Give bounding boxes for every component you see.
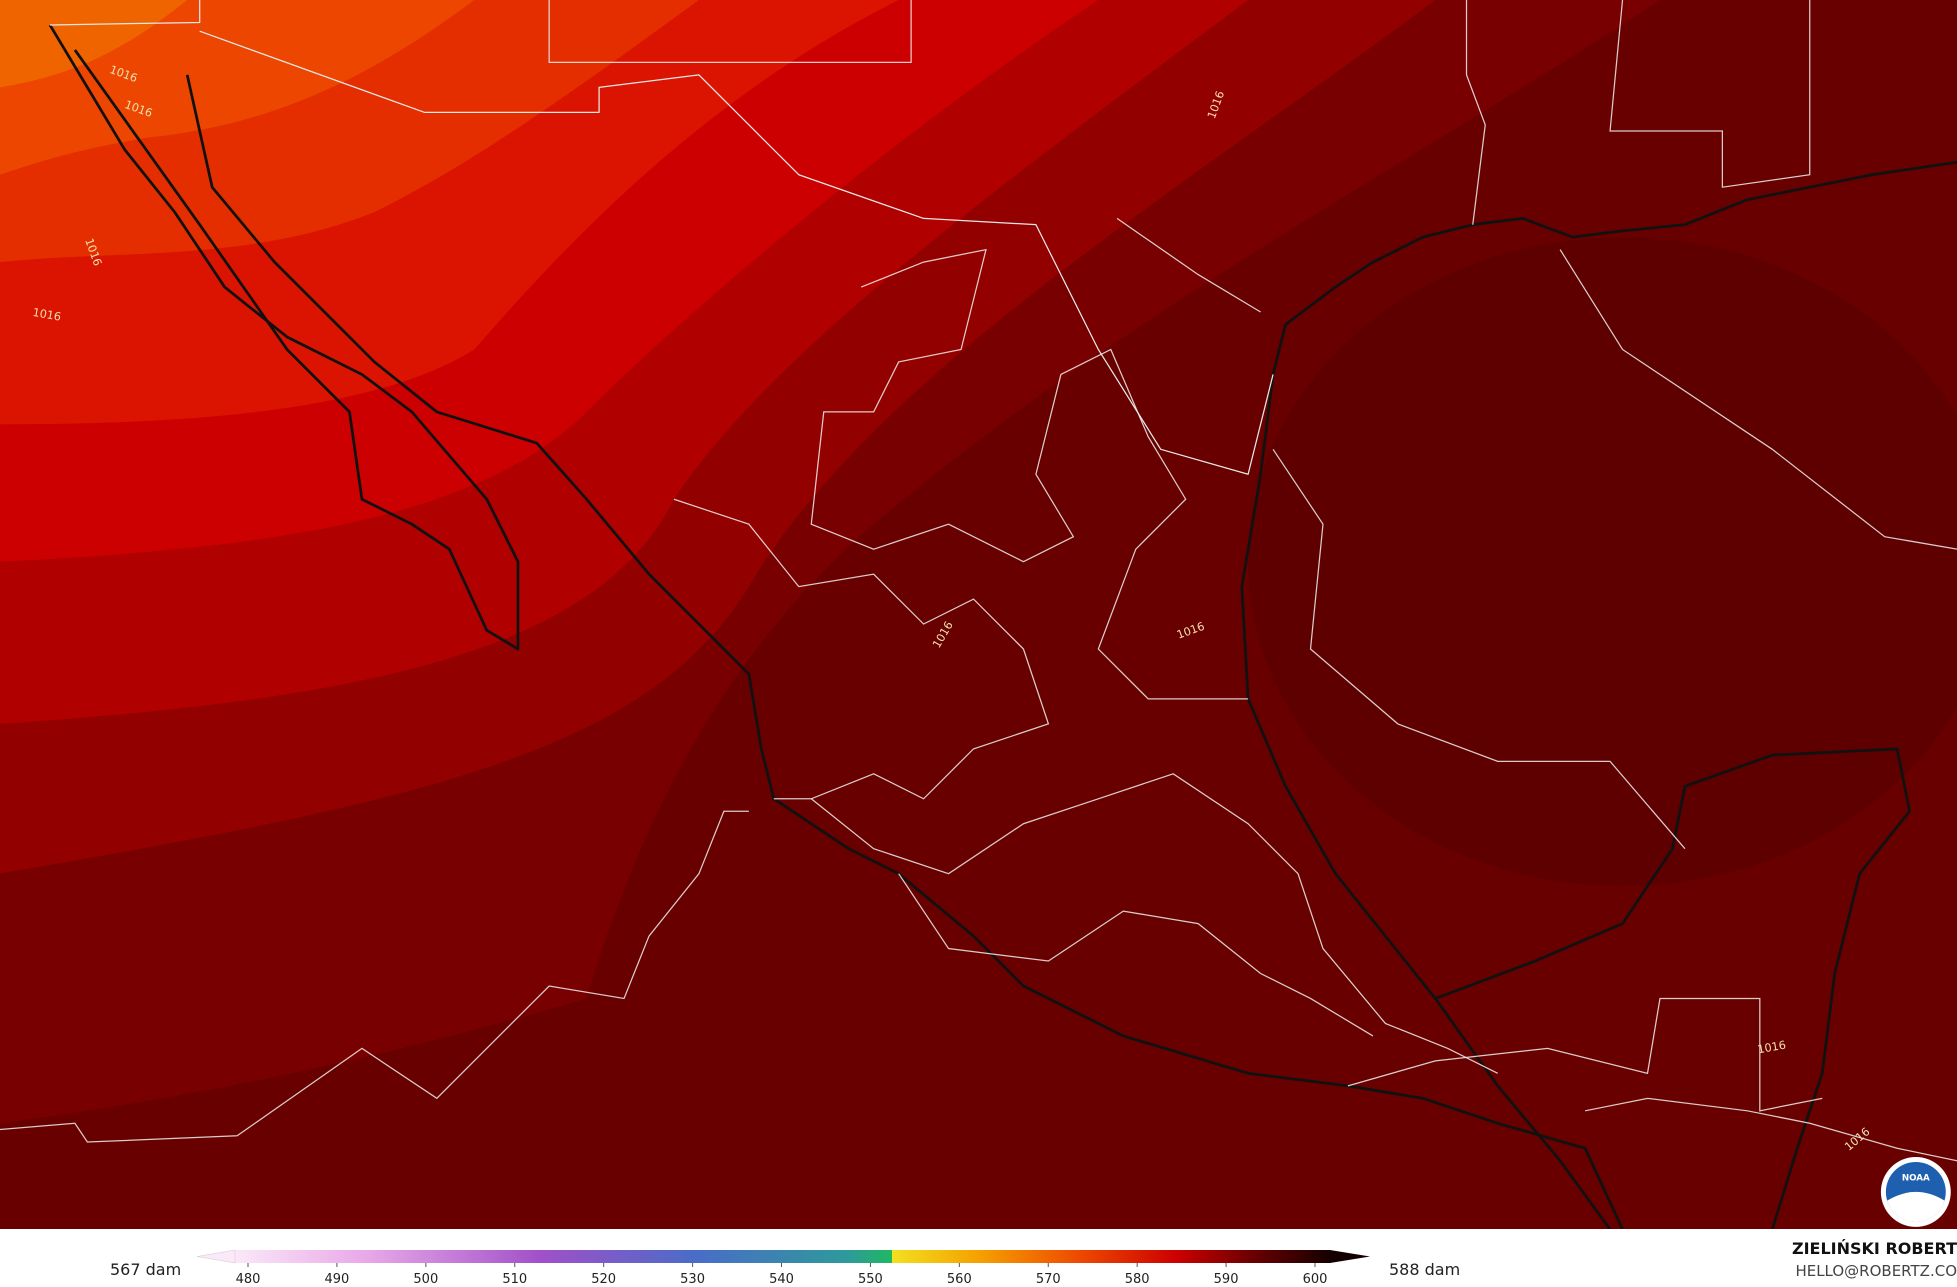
colorbar-tick-label: 540: [769, 1272, 794, 1287]
credit-name: ZIELIŃSKI ROBERT: [1792, 1239, 1957, 1258]
colorbar-tick-label: 500: [413, 1272, 438, 1287]
colorbar-max-label: 588 dam: [1389, 1260, 1460, 1279]
colorbar-tick-label: 580: [1125, 1272, 1150, 1287]
logo-text: NOAA: [1902, 1174, 1930, 1184]
colorbar-tick-label: 570: [1036, 1272, 1061, 1287]
colorbar-tick-label: 590: [1214, 1272, 1239, 1287]
contour-label: 1016: [32, 306, 62, 324]
colorbar-tick-label: 490: [325, 1272, 350, 1287]
colorbar-tick-label: 510: [502, 1272, 527, 1287]
colorbar-tick-label: 600: [1303, 1272, 1328, 1287]
colorbar-tick-label: 480: [236, 1272, 261, 1287]
colorbar-tick-label: 520: [591, 1272, 616, 1287]
colorbar-tick-label: 530: [680, 1272, 705, 1287]
colorbar-tick-label: 550: [858, 1272, 883, 1287]
colorbar: [235, 1250, 1330, 1263]
colorbar-min-label: 567 dam: [110, 1260, 181, 1279]
contour-label: 1016: [1757, 1039, 1787, 1057]
credit-email: HELLO@ROBERTZ.CO: [1795, 1262, 1957, 1280]
colorbar-tick-label: 560: [947, 1272, 972, 1287]
